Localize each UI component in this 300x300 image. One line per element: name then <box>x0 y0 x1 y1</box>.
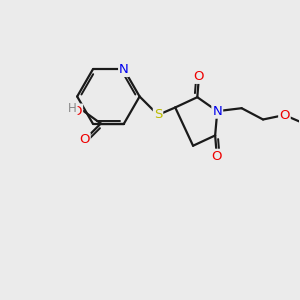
Text: N: N <box>119 63 129 76</box>
Text: N: N <box>212 105 222 118</box>
Text: O: O <box>194 70 204 83</box>
Text: H: H <box>68 102 77 115</box>
Text: O: O <box>279 109 290 122</box>
Text: O: O <box>72 104 82 118</box>
Text: O: O <box>79 134 90 146</box>
Text: O: O <box>212 150 222 163</box>
Text: S: S <box>154 108 162 122</box>
